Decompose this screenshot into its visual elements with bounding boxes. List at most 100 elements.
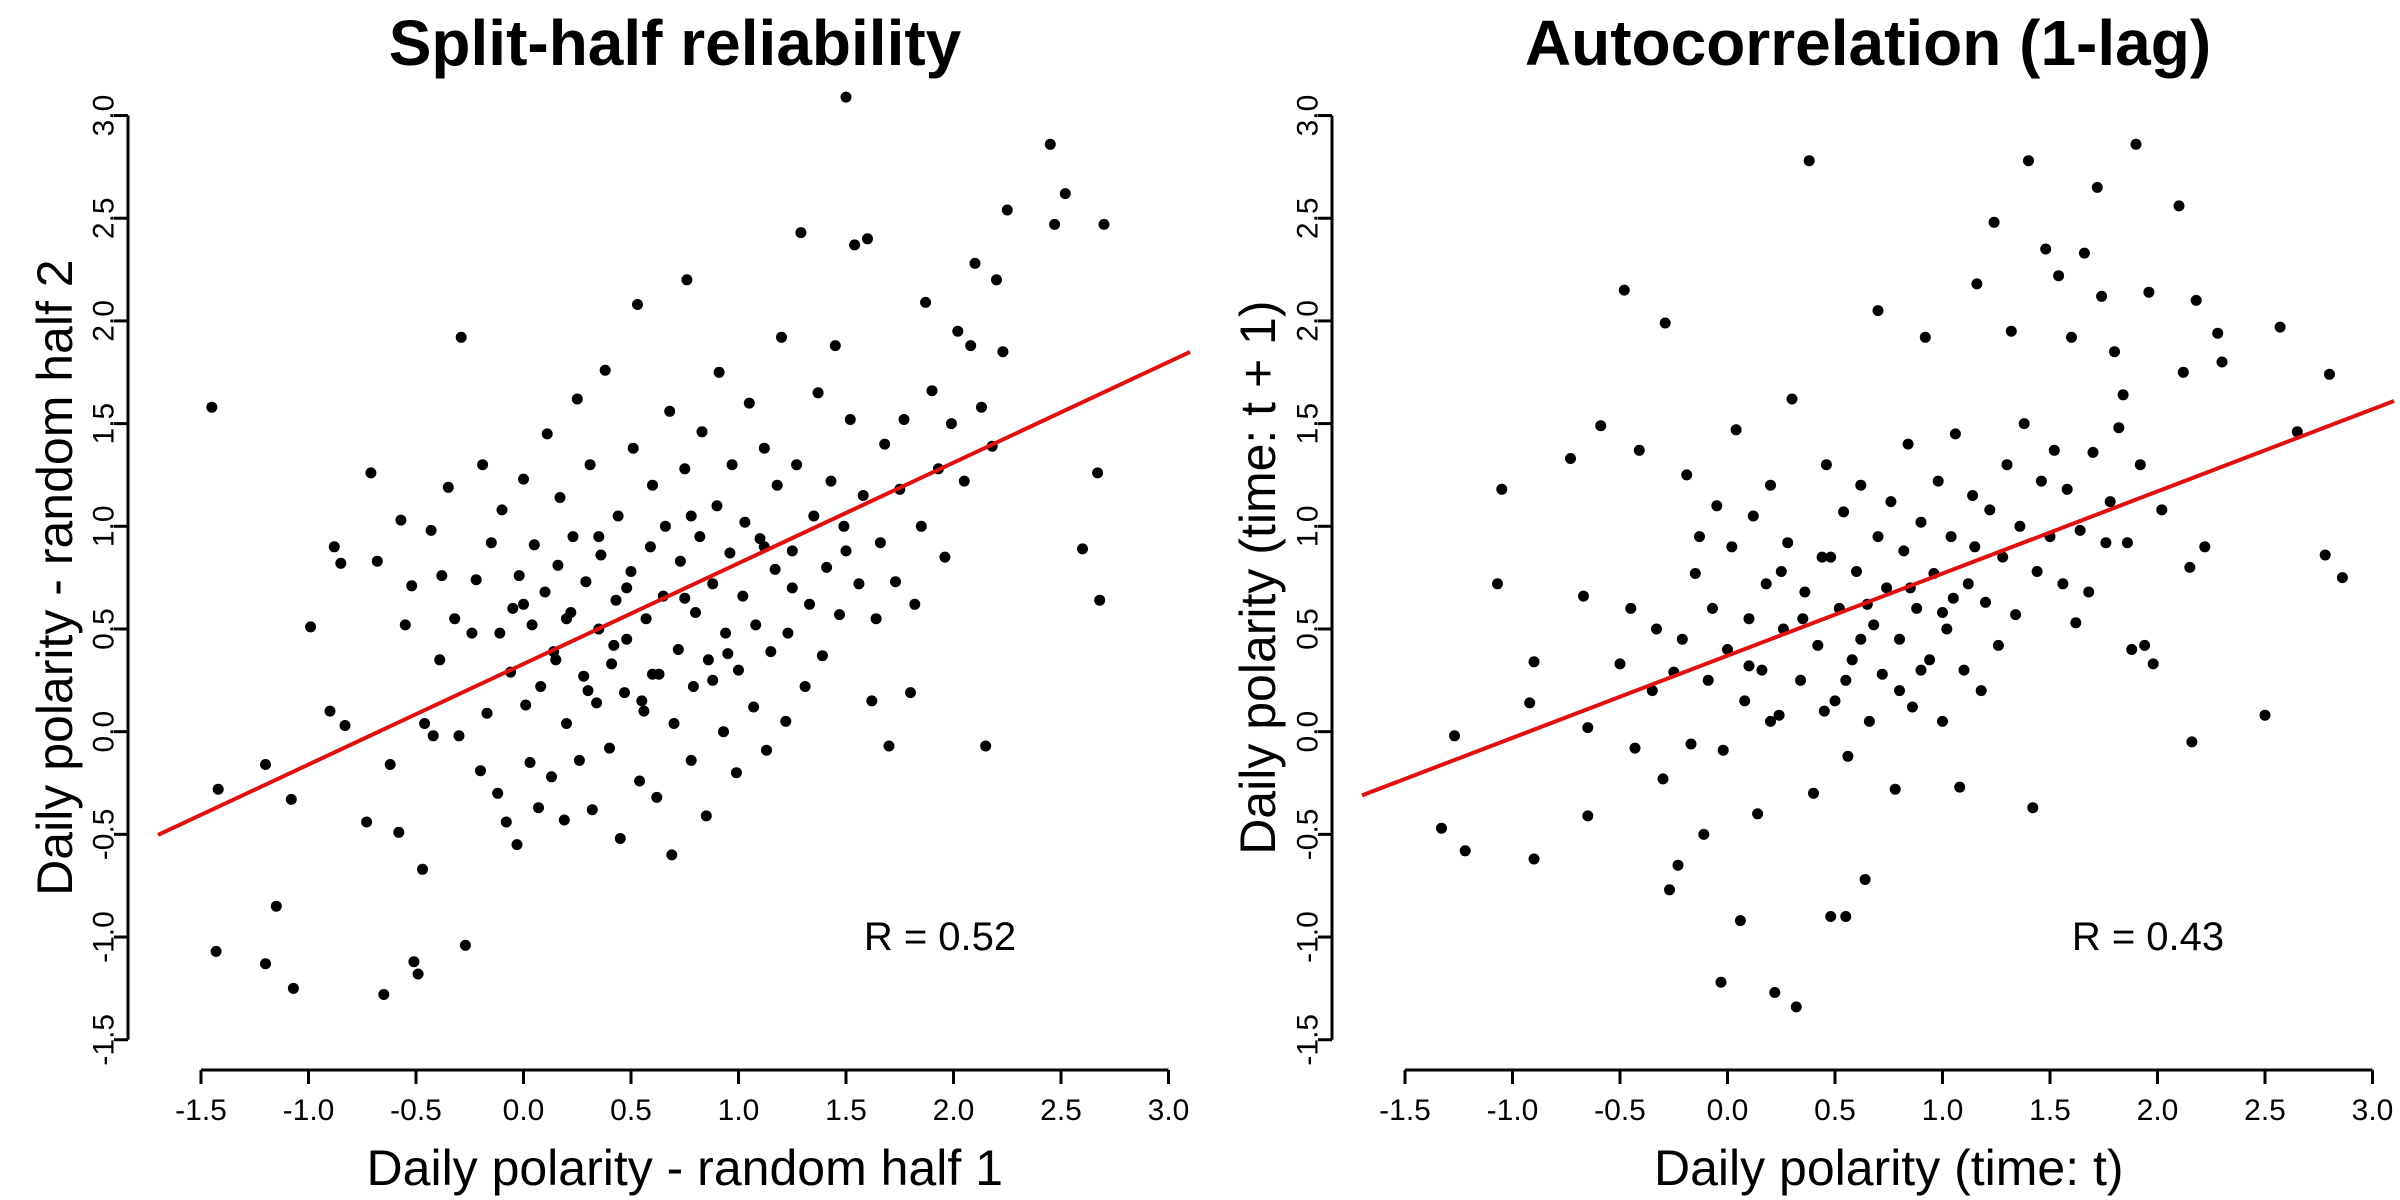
scatter-point [1685,738,1697,750]
scatter-point [1894,633,1905,645]
scatter-point [965,340,977,352]
scatter-point [730,767,742,779]
scatter-point [1651,623,1662,635]
scatter-point [2096,290,2108,302]
scatter-point [840,545,852,557]
x-tick-label: -0.5 [1594,1094,1646,1127]
y-tick-label: -0.5 [1292,809,1325,861]
scatter-point [1967,490,1979,501]
scatter-point [997,346,1009,358]
scatter-point [1872,531,1884,543]
scatter-point [1842,750,1854,762]
axes-layer: -1.5 -1.0 -0.5 0.0 0.5 1.0 1.5 2.0 2.5 3.0 -1.5 -1.… [1292,95,2394,1127]
scatter-point [1743,613,1755,625]
scatter-point [866,695,878,707]
scatter-point [1786,393,1798,405]
scatter-point [1756,664,1768,676]
scatter-point [1958,664,1970,676]
scatter-point [883,740,895,752]
scatter-point [1868,619,1880,631]
scatter-point [1752,808,1764,820]
y-tick-label: 1.0 [1292,505,1325,547]
scatter-panel-split-half: Split-half reliability -1.5 -1.0 -0.5 0.0 0.… [27,7,1191,1196]
scatter-point [2066,331,2077,343]
scatter-point [582,685,594,697]
scatter-point [1646,685,1658,697]
scatter-point [980,740,992,752]
scatter-point [1915,516,1927,528]
x-tick-label: -1.5 [175,1094,227,1127]
scatter-point [593,531,605,543]
scatter-point [1941,623,1953,635]
scatter-point [580,576,592,588]
scatter-point [674,555,686,567]
scatter-point [707,578,719,590]
scatter-point [1676,633,1688,645]
x-tick-label: 1.0 [718,1094,760,1127]
scatter-point [573,754,585,766]
scatter-point [722,648,734,660]
scatter-point [1698,828,1710,840]
scatter-point [412,968,424,980]
scatter-point [1924,654,1936,666]
scatter-point [816,650,828,662]
scatter-point [1997,551,2009,563]
scatter-point [2274,321,2286,333]
scatter-point [2173,200,2185,212]
scatter-point [2184,561,2196,573]
scatter-point [459,939,471,951]
x-axis-label: Daily polarity - random half 1 [367,1140,1003,1196]
scatter-point [795,227,807,239]
scatter-point [427,730,439,742]
scatter-point [1919,331,1931,343]
scatter-point [2070,617,2082,629]
scatter-point [1672,859,1684,871]
scatter-point [636,695,648,707]
scatter-point [2212,327,2224,339]
scatter-point [1049,218,1061,230]
scatter-point [550,654,562,666]
y-tick-label: 2.0 [88,300,121,342]
scatter-point [1633,444,1645,456]
scatter-point [526,619,538,631]
scatter-point [2040,243,2052,255]
scatter-point [739,516,751,528]
scatter-point [2134,459,2146,471]
scatter-point [700,810,712,822]
scatter-point [604,742,615,754]
scatter-point [1715,976,1727,988]
scatter-point [1726,541,1738,553]
scatter-point [599,364,611,376]
scatter-point [1528,853,1540,865]
scatter-point [1664,884,1675,896]
scatter-point [612,510,624,522]
x-tick-label: -1.5 [1379,1094,1431,1127]
scatter-point [634,775,646,787]
scatter-point [647,668,658,680]
scatter-point [685,754,697,766]
scatter-point [610,594,622,606]
scatter-point [1001,204,1013,216]
scatter-point [1528,656,1540,668]
scatter-point [287,982,299,994]
scatter-point [821,561,833,573]
scatter-point [1840,674,1852,686]
scatter-point [1988,216,2000,228]
x-tick-label: 1.0 [1922,1094,1964,1127]
scatter-point [905,687,916,699]
scatter-point [466,627,478,639]
scatter-point [584,459,596,471]
y-tick-label: 0.5 [88,608,121,650]
scatter-point [285,793,297,805]
scatter-point [724,547,736,559]
scatter-point [1614,658,1626,670]
scatter-point [1825,551,1837,563]
scatter-point [1492,578,1503,590]
scatter-point [393,826,405,838]
scatter-point [500,816,512,828]
scatter-point [743,397,755,409]
scatter-point [1937,607,1948,618]
scatter-point [1876,668,1888,680]
scatter-point [799,681,811,692]
scatter-point [518,473,529,485]
